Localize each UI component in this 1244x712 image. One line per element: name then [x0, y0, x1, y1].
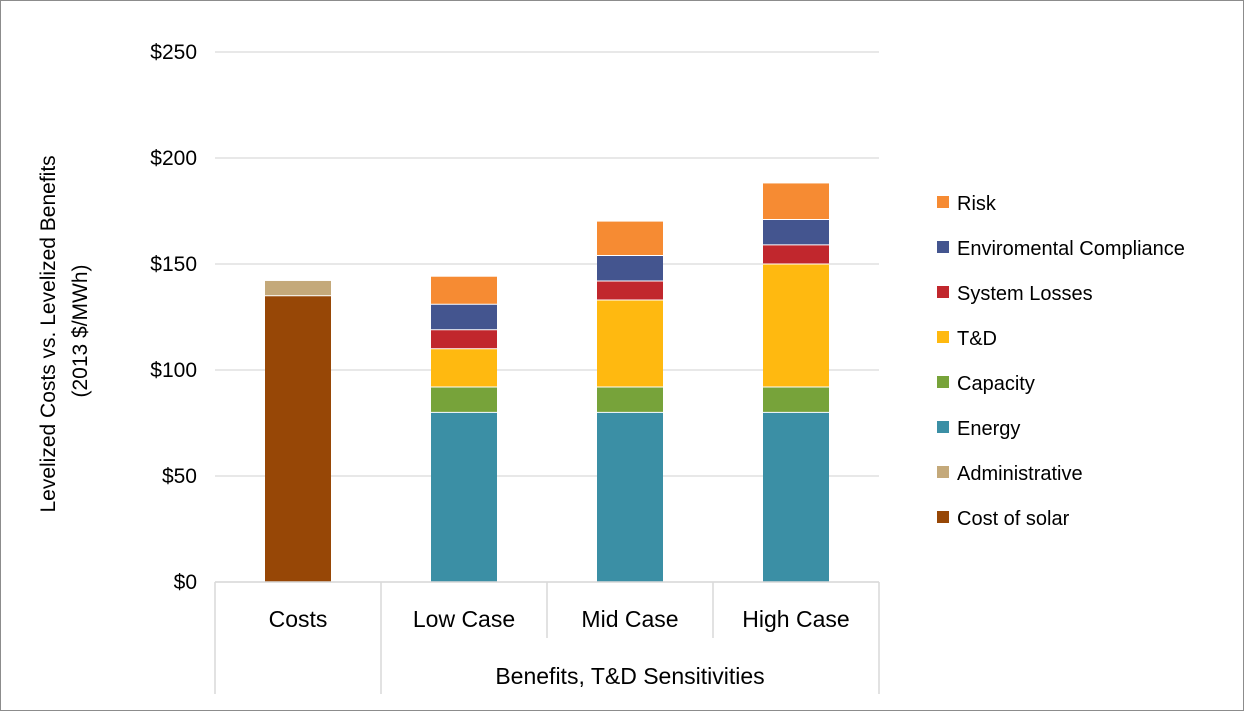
legend-label: Energy	[957, 418, 1020, 440]
y-tick-label: $150	[150, 253, 197, 276]
y-axis-title: Levelized Costs vs. Levelized Benefits (…	[37, 149, 92, 512]
x-group-label: Benefits, T&D Sensitivities	[495, 663, 764, 689]
legend-swatch	[937, 286, 949, 298]
legend-label: Enviromental Compliance	[957, 238, 1185, 260]
legend: Risk Enviromental Compliance System Losses…	[937, 193, 1185, 530]
bar-segment-risk	[431, 276, 497, 305]
legend-label: Administrative	[957, 463, 1083, 485]
y-tick-label: $250	[150, 41, 197, 64]
legend-label: Capacity	[957, 373, 1035, 395]
legend-label: Risk	[957, 193, 997, 215]
bar-segment-risk	[763, 183, 829, 220]
bars	[265, 183, 829, 582]
legend-swatch	[937, 511, 949, 523]
bar-segment-cost-of-solar	[265, 295, 331, 582]
bar-segment-t-d	[763, 264, 829, 387]
legend-swatch	[937, 241, 949, 253]
y-axis-title-line2: (2013 $/MWh)	[69, 264, 92, 397]
y-axis-title-line1: Levelized Costs vs. Levelized Benefits	[37, 155, 60, 512]
y-tick-label: $100	[150, 359, 197, 382]
x-category-label: Mid Case	[581, 606, 678, 632]
bar-segment-t-d	[431, 348, 497, 387]
legend-swatch	[937, 376, 949, 388]
legend-label: T&D	[957, 328, 997, 350]
bar-segment-capacity	[763, 386, 829, 413]
bar-segment-risk	[597, 221, 663, 256]
x-category-label: Low Case	[413, 606, 515, 632]
legend-label: System Losses	[957, 283, 1093, 305]
legend-swatch	[937, 466, 949, 478]
bar-segment-enviromental-compliance	[763, 219, 829, 245]
y-tick-label: $50	[162, 465, 197, 488]
legend-label: Cost of solar	[957, 508, 1070, 530]
bar-segment-capacity	[597, 386, 663, 413]
bar-segment-system-losses	[431, 329, 497, 349]
legend-swatch	[937, 421, 949, 433]
y-tick-label: $0	[174, 571, 197, 594]
bar-segment-administrative	[265, 280, 331, 296]
legend-swatch	[937, 196, 949, 208]
x-category-label: Costs	[269, 606, 328, 632]
bar-segment-capacity	[431, 386, 497, 413]
bar-segment-energy	[431, 412, 497, 582]
x-category-label: High Case	[742, 606, 849, 632]
legend-swatch	[937, 331, 949, 343]
y-tick-label: $200	[150, 147, 197, 170]
bar-segment-system-losses	[597, 280, 663, 301]
axes: $0 $50 $100 $150 $200 $250 Costs Low Case Mid Ca…	[150, 41, 880, 694]
bar-segment-system-losses	[763, 244, 829, 264]
bar-segment-enviromental-compliance	[431, 304, 497, 330]
bar-segment-energy	[763, 412, 829, 582]
bar-segment-energy	[597, 412, 663, 582]
bar-segment-t-d	[597, 300, 663, 387]
bar-segment-enviromental-compliance	[597, 255, 663, 281]
